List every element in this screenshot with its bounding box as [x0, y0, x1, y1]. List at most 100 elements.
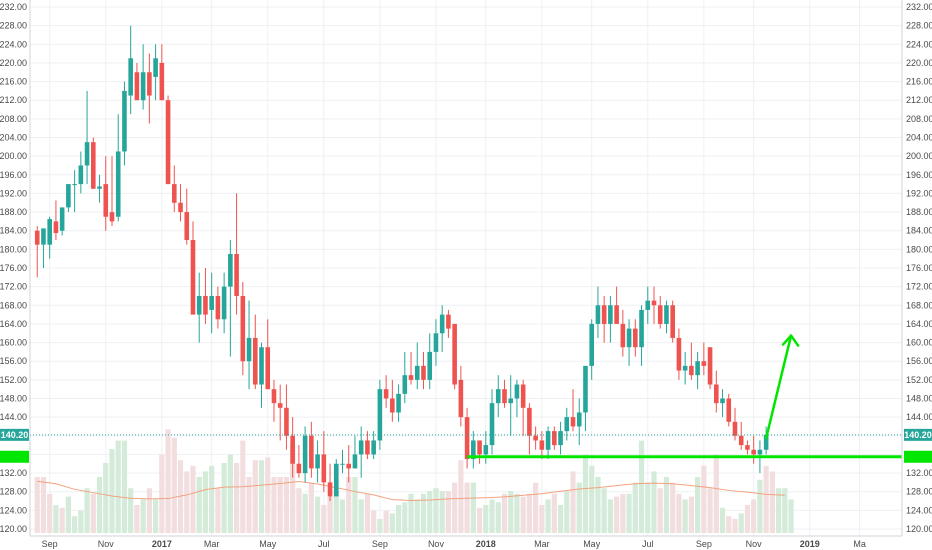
candle-body	[358, 440, 364, 455]
last-price-label-left-text: 140.20	[1, 430, 29, 440]
candle	[178, 184, 183, 222]
candle	[284, 384, 289, 450]
volume-bar	[782, 488, 788, 533]
candle-body	[738, 435, 744, 446]
volume-bar	[427, 491, 433, 533]
candle	[433, 319, 439, 366]
candle	[371, 431, 376, 460]
candle-body	[402, 375, 408, 394]
candle-body	[564, 417, 570, 432]
candle-body	[215, 295, 221, 320]
left-price-tick: 228.00	[0, 21, 27, 31]
candle-body	[277, 403, 283, 408]
chart-annotations[interactable]	[30, 334, 902, 459]
candle	[315, 440, 320, 483]
right-price-tick: 132.00	[906, 468, 932, 478]
candle-body	[464, 417, 470, 460]
projection-arrow-shaft[interactable]	[764, 334, 793, 440]
projection-arrow-head[interactable]	[781, 334, 800, 347]
candle-body	[41, 228, 46, 245]
right-price-axis[interactable]: 232.00 228.00 224.00 220.00 216.00 212.00 208.…	[901, 0, 932, 536]
candle-body	[240, 295, 246, 362]
candle	[252, 314, 258, 390]
candle	[701, 342, 707, 376]
candle-body	[115, 151, 121, 217]
candle-body	[502, 389, 507, 404]
candle	[464, 407, 470, 469]
volume-bar	[726, 516, 732, 533]
left-price-tick: 184.00	[0, 226, 27, 236]
candle-body	[221, 286, 227, 320]
volume-bar	[47, 493, 53, 533]
candle-body	[732, 421, 738, 436]
volume-bar	[707, 488, 713, 533]
volume-bar	[464, 482, 470, 533]
candle-body	[296, 463, 302, 474]
candle-body	[751, 449, 756, 455]
candle-body	[527, 407, 532, 436]
candle-body	[340, 463, 345, 465]
volume-bar	[290, 443, 296, 533]
right-price-tick: 156.00	[906, 356, 932, 366]
right-price-tick: 152.00	[906, 375, 932, 385]
candle-body	[446, 314, 451, 329]
last-price-label-right-bg	[904, 428, 932, 441]
candle	[159, 44, 165, 101]
candle	[140, 44, 146, 110]
candle	[66, 184, 71, 213]
volume-bar	[190, 465, 196, 533]
left-price-tick: 208.00	[0, 114, 27, 124]
candle-body	[234, 254, 239, 296]
candle	[265, 319, 271, 390]
volume-bar	[115, 440, 121, 533]
candle	[290, 417, 295, 478]
left-price-tick: 224.00	[0, 39, 27, 49]
candle-body	[576, 412, 582, 427]
candle	[439, 305, 445, 352]
left-price-axis[interactable]: 232.00 228.00 224.00 220.00 216.00 212.00 208.…	[0, 0, 31, 536]
volume-bar	[676, 493, 682, 533]
candle-body	[321, 454, 327, 483]
candle-body	[228, 254, 233, 287]
candle-body	[583, 365, 588, 413]
volume-ma-line	[37, 480, 785, 502]
candle-body	[458, 379, 464, 418]
volume-bar	[695, 477, 701, 533]
time-axis-label: May	[583, 539, 601, 549]
volume-bar	[352, 477, 358, 533]
candle	[626, 319, 632, 366]
right-price-tick: 164.00	[906, 319, 932, 329]
candle-body	[651, 300, 657, 306]
volume-bar	[682, 499, 688, 533]
candle	[689, 342, 694, 380]
candle	[47, 216, 52, 259]
candle-body	[309, 435, 314, 469]
time-axis-label: Nov	[746, 539, 763, 549]
left-price-tick: 176.00	[0, 263, 27, 273]
candle-body	[352, 454, 358, 469]
candle-body	[128, 58, 133, 96]
candle	[707, 347, 713, 390]
candle-body	[570, 417, 576, 427]
candle-body	[595, 305, 601, 324]
candle-body	[720, 398, 725, 404]
volume-bar	[377, 519, 383, 533]
candle-body	[483, 445, 489, 455]
candle	[751, 435, 756, 464]
candle	[495, 375, 501, 418]
volume-bar	[233, 463, 240, 533]
candle	[695, 351, 700, 390]
time-axis[interactable]: Sep Nov 2017 Mar May Jul Sep Nov 2018 Mar May Jul Se…	[30, 535, 902, 549]
candle-body	[109, 212, 115, 222]
volume-bar	[134, 505, 140, 533]
left-price-tick: 212.00	[0, 95, 27, 105]
candle	[552, 426, 557, 450]
candle-body	[34, 230, 40, 245]
last-price-label-left: 140.20	[0, 428, 29, 441]
volume-bar	[146, 488, 152, 533]
candle	[539, 431, 545, 460]
volume-bar	[620, 493, 626, 533]
candle-body	[371, 440, 376, 455]
left-price-tick: 156.00	[0, 356, 27, 366]
